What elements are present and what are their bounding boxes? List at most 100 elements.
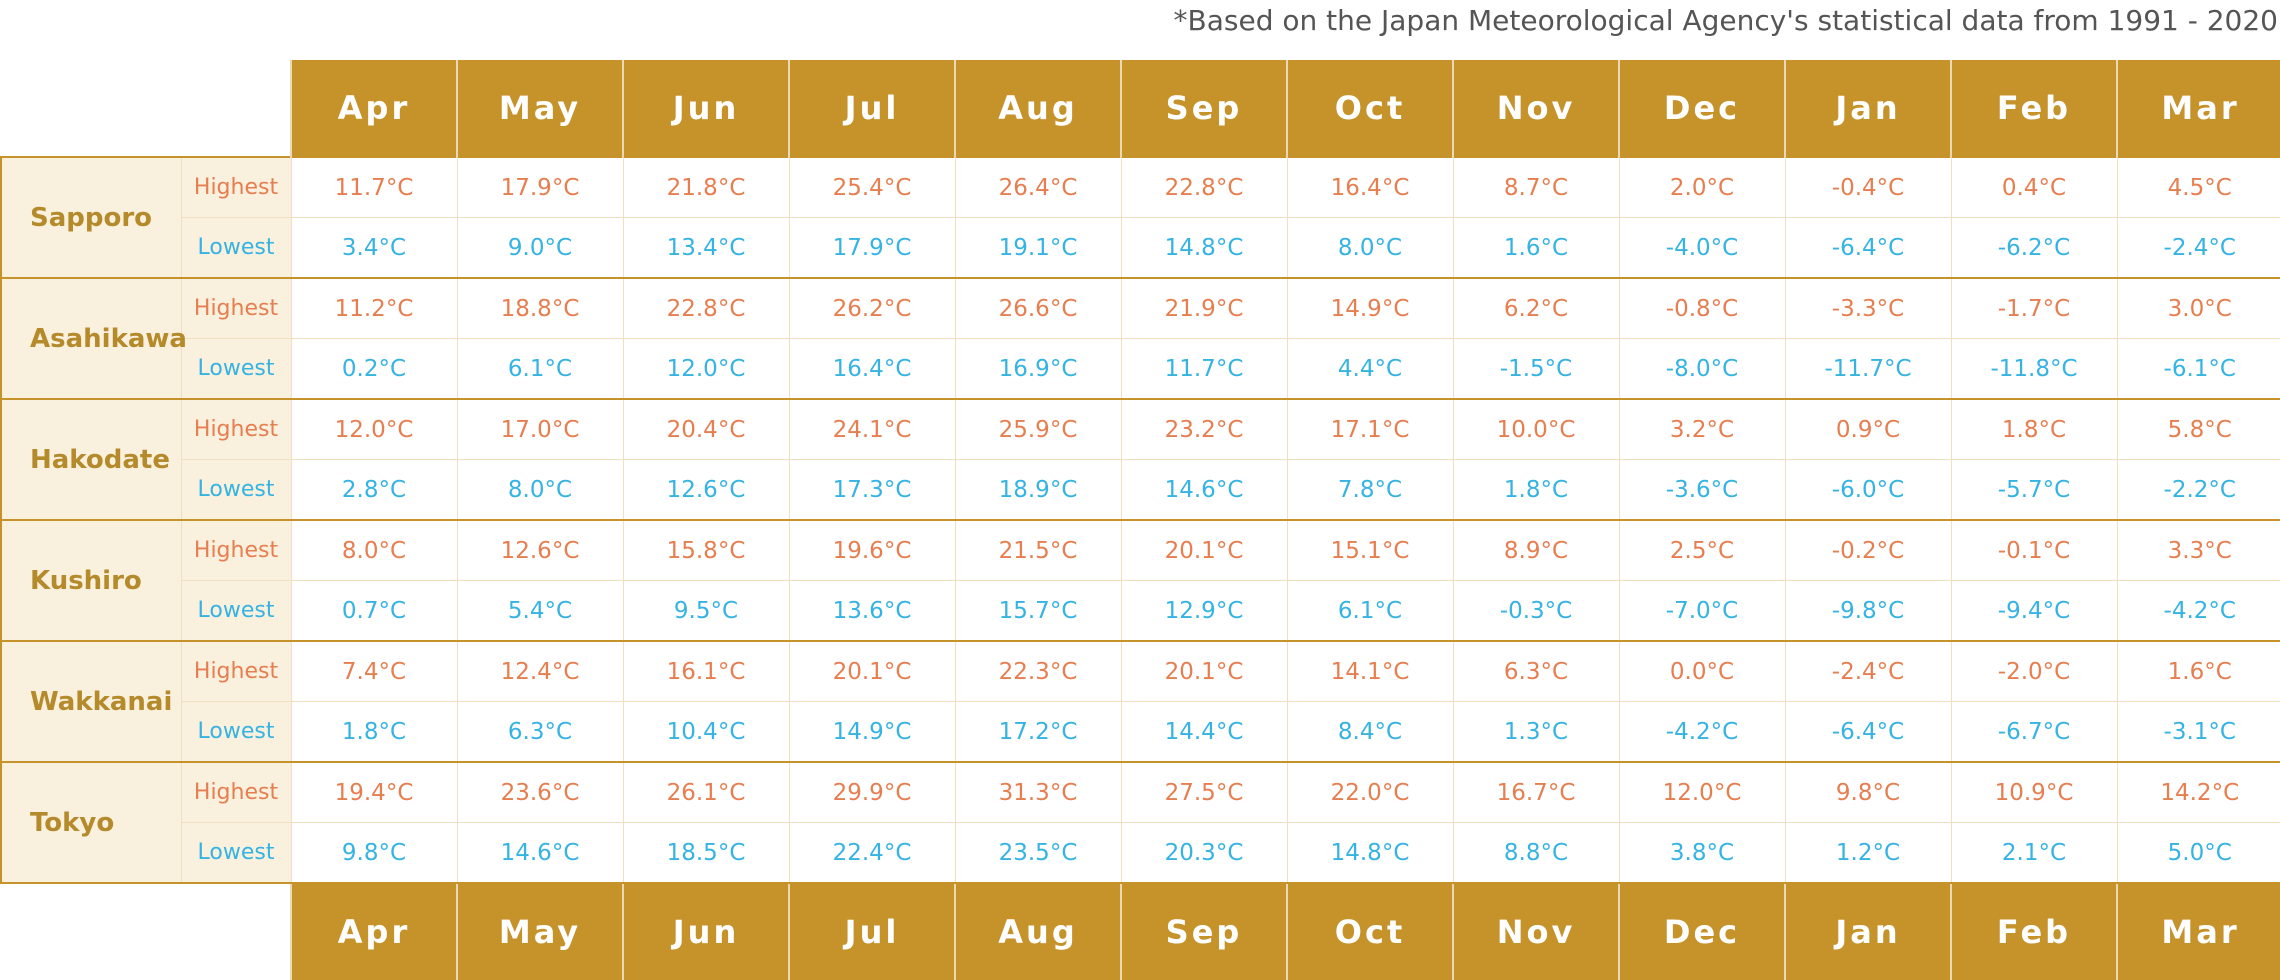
- highest-label: Highest: [180, 640, 292, 702]
- lowest-temp-cell: 2.8°C: [290, 459, 458, 521]
- highest-temp-cell: 15.1°C: [1286, 519, 1454, 581]
- highest-temp-cell: 14.1°C: [1286, 640, 1454, 702]
- highest-temp-cell: 18.8°C: [456, 277, 624, 339]
- highest-temp-cell: 2.0°C: [1618, 156, 1786, 218]
- lowest-temp-cell: 18.9°C: [954, 459, 1122, 521]
- lowest-temp-cell: 16.9°C: [954, 338, 1122, 400]
- table-row: Wakkanai Highest 7.4°C 12.4°C 16.1°C 20.1°C 22…: [0, 640, 2280, 763]
- month-header: May: [456, 883, 623, 980]
- highest-temp-cell: 19.6°C: [788, 519, 956, 581]
- lowest-temp-cell: -0.3°C: [1452, 580, 1620, 642]
- lowest-temp-cell: 11.7°C: [1120, 338, 1288, 400]
- lowest-temp-cell: 6.1°C: [1286, 580, 1454, 642]
- lowest-temp-cell: -6.7°C: [1950, 701, 2118, 763]
- highest-temp-cell: 22.0°C: [1286, 761, 1454, 823]
- source-note: *Based on the Japan Meteorological Agenc…: [1173, 4, 2278, 37]
- highest-temp-cell: 23.2°C: [1120, 398, 1288, 460]
- lowest-label: Lowest: [180, 338, 292, 400]
- highest-temp-cell: 6.2°C: [1452, 277, 1620, 339]
- lowest-temp-cell: -3.1°C: [2116, 701, 2280, 763]
- highest-temp-cell: 19.4°C: [290, 761, 458, 823]
- highest-temp-cell: 8.9°C: [1452, 519, 1620, 581]
- highest-temp-cell: -3.3°C: [1784, 277, 1952, 339]
- lowest-temp-cell: 0.7°C: [290, 580, 458, 642]
- lowest-temp-cell: -6.0°C: [1784, 459, 1952, 521]
- city-name: Tokyo: [0, 761, 182, 884]
- highest-temp-cell: 3.0°C: [2116, 277, 2280, 339]
- highest-temp-cell: 25.4°C: [788, 156, 956, 218]
- highest-temp-cell: 3.3°C: [2116, 519, 2280, 581]
- lowest-temp-cell: 17.9°C: [788, 217, 956, 279]
- highest-temp-cell: 6.3°C: [1452, 640, 1620, 702]
- lowest-temp-cell: 2.1°C: [1950, 822, 2118, 884]
- highest-temp-cell: 12.0°C: [1618, 761, 1786, 823]
- lowest-temp-cell: -5.7°C: [1950, 459, 2118, 521]
- month-header: Jun: [622, 883, 789, 980]
- table-row: Lowest 1.8°C 6.3°C 10.4°C 14.9°C 17.2°C 14.4°C…: [1, 701, 2280, 763]
- city-name: Kushiro: [0, 519, 182, 642]
- lowest-temp-cell: -6.1°C: [2116, 338, 2280, 400]
- highest-temp-cell: 11.7°C: [290, 156, 458, 218]
- lowest-temp-cell: 20.3°C: [1120, 822, 1288, 884]
- month-header: Feb: [1950, 60, 2117, 157]
- lowest-temp-cell: -2.4°C: [2116, 217, 2280, 279]
- highest-temp-cell: 26.6°C: [954, 277, 1122, 339]
- highest-temp-cell: 25.9°C: [954, 398, 1122, 460]
- lowest-temp-cell: -8.0°C: [1618, 338, 1786, 400]
- highest-temp-cell: -0.2°C: [1784, 519, 1952, 581]
- lowest-temp-cell: 1.2°C: [1784, 822, 1952, 884]
- table-body: Sapporo Highest 11.7°C 17.9°C 21.8°C 25.4°C 26…: [0, 156, 2280, 884]
- city-name: Wakkanai: [0, 640, 182, 763]
- lowest-temp-cell: 7.8°C: [1286, 459, 1454, 521]
- footer-spacer: [1, 883, 291, 980]
- month-header: Oct: [1286, 883, 1453, 980]
- lowest-temp-cell: 23.5°C: [954, 822, 1122, 884]
- highest-temp-cell: 8.7°C: [1452, 156, 1620, 218]
- month-header: Jul: [788, 883, 955, 980]
- lowest-temp-cell: 3.8°C: [1618, 822, 1786, 884]
- table-row: Tokyo Highest 19.4°C 23.6°C 26.1°C 29.9°C 31.3…: [0, 761, 2280, 884]
- highest-temp-cell: 20.1°C: [1120, 519, 1288, 581]
- month-header: May: [456, 60, 623, 157]
- highest-temp-cell: 9.8°C: [1784, 761, 1952, 823]
- highest-temp-cell: 1.8°C: [1950, 398, 2118, 460]
- highest-label: Highest: [180, 156, 292, 218]
- lowest-temp-cell: 9.5°C: [622, 580, 790, 642]
- city-name: Hakodate: [0, 398, 182, 521]
- table-row: Lowest 2.8°C 8.0°C 12.6°C 17.3°C 18.9°C 14.6°C…: [1, 459, 2280, 521]
- highest-temp-cell: 21.8°C: [622, 156, 790, 218]
- highest-temp-cell: 20.4°C: [622, 398, 790, 460]
- lowest-temp-cell: -1.5°C: [1452, 338, 1620, 400]
- lowest-temp-cell: 13.4°C: [622, 217, 790, 279]
- lowest-label: Lowest: [180, 580, 292, 642]
- lowest-temp-cell: -6.2°C: [1950, 217, 2118, 279]
- lowest-temp-cell: 14.8°C: [1286, 822, 1454, 884]
- highest-temp-cell: 23.6°C: [456, 761, 624, 823]
- table-row: Lowest 0.7°C 5.4°C 9.5°C 13.6°C 15.7°C 12.9°C 6…: [1, 580, 2280, 642]
- lowest-temp-cell: 9.0°C: [456, 217, 624, 279]
- highest-temp-cell: 14.2°C: [2116, 761, 2280, 823]
- lowest-temp-cell: 19.1°C: [954, 217, 1122, 279]
- lowest-temp-cell: -11.7°C: [1784, 338, 1952, 400]
- lowest-temp-cell: 5.0°C: [2116, 822, 2280, 884]
- lowest-temp-cell: 14.9°C: [788, 701, 956, 763]
- highest-temp-cell: 16.4°C: [1286, 156, 1454, 218]
- lowest-temp-cell: -9.8°C: [1784, 580, 1952, 642]
- highest-temp-cell: -0.4°C: [1784, 156, 1952, 218]
- highest-temp-cell: 10.0°C: [1452, 398, 1620, 460]
- highest-temp-cell: 26.4°C: [954, 156, 1122, 218]
- highest-temp-cell: -1.7°C: [1950, 277, 2118, 339]
- lowest-temp-cell: 1.6°C: [1452, 217, 1620, 279]
- lowest-temp-cell: -3.6°C: [1618, 459, 1786, 521]
- highest-temp-cell: -0.8°C: [1618, 277, 1786, 339]
- highest-temp-cell: 29.9°C: [788, 761, 956, 823]
- highest-temp-cell: 16.1°C: [622, 640, 790, 702]
- table-row: Lowest 9.8°C 14.6°C 18.5°C 22.4°C 23.5°C 20.3°…: [1, 822, 2280, 884]
- lowest-temp-cell: 12.9°C: [1120, 580, 1288, 642]
- highest-temp-cell: 5.8°C: [2116, 398, 2280, 460]
- lowest-temp-cell: 18.5°C: [622, 822, 790, 884]
- table-row: Lowest 3.4°C 9.0°C 13.4°C 17.9°C 19.1°C 14.8°C…: [1, 217, 2280, 279]
- table-row: Asahikawa Highest 11.2°C 18.8°C 22.8°C 26.2°C…: [0, 277, 2280, 400]
- lowest-temp-cell: 17.2°C: [954, 701, 1122, 763]
- lowest-temp-cell: 3.4°C: [290, 217, 458, 279]
